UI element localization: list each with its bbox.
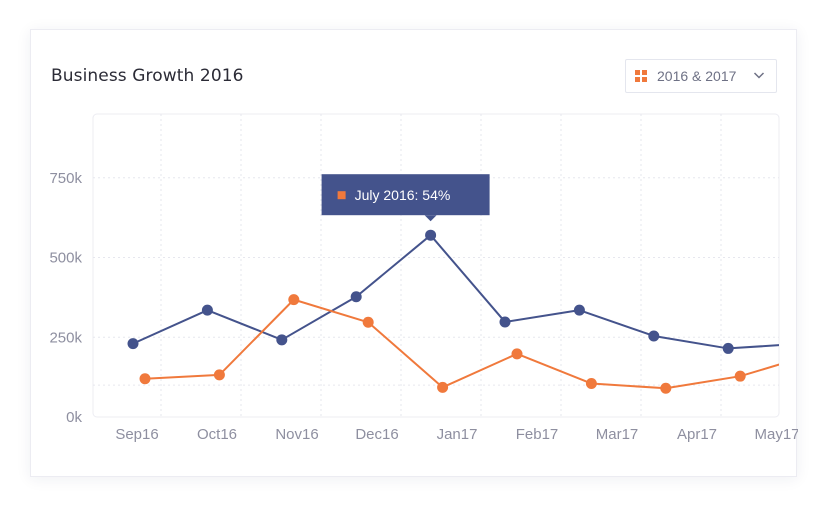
year-filter-label: 2016 & 2017 bbox=[657, 68, 737, 84]
data-point bbox=[350, 291, 362, 303]
tooltip-box bbox=[321, 174, 490, 216]
x-tick-label: May17 bbox=[754, 426, 798, 443]
data-point bbox=[437, 381, 449, 393]
y-tick-label: 250k bbox=[49, 329, 82, 346]
tooltip-arrow bbox=[424, 215, 437, 222]
y-tick-label: 0k bbox=[66, 409, 82, 426]
plot-frame bbox=[92, 113, 780, 418]
grid-icon bbox=[635, 70, 648, 83]
data-point bbox=[648, 330, 660, 342]
x-tick-label: Oct16 bbox=[197, 426, 237, 443]
data-point bbox=[722, 342, 734, 354]
x-tick-label: Jan17 bbox=[437, 426, 478, 443]
data-point bbox=[511, 348, 523, 360]
series-line-0 bbox=[132, 234, 779, 350]
data-point bbox=[213, 369, 225, 381]
data-point bbox=[139, 373, 151, 385]
x-tick-label: Nov16 bbox=[275, 426, 318, 443]
x-tick-label: Sep16 bbox=[115, 426, 158, 443]
tooltip-text: July 2016: 54% bbox=[355, 187, 451, 203]
data-point bbox=[127, 338, 139, 350]
x-tick-label: Feb17 bbox=[516, 426, 559, 443]
year-filter-dropdown[interactable]: 2016 & 2017 bbox=[625, 59, 777, 93]
x-tick-label: Apr17 bbox=[677, 426, 717, 443]
chart-card: Business Growth 2016 2016 & 2017 0k 250k 5… bbox=[30, 29, 798, 477]
data-point bbox=[734, 370, 746, 382]
data-point bbox=[660, 382, 672, 394]
x-tick-label: Dec16 bbox=[355, 426, 398, 443]
data-point bbox=[201, 304, 213, 316]
line-chart: 0k 250k 500k 750k Sep16 Oct16 Nov16 Dec16 Jan17 F… bbox=[49, 113, 798, 443]
y-tick-label: 750k bbox=[49, 170, 82, 187]
data-point bbox=[573, 304, 585, 316]
chart-title: Business Growth 2016 bbox=[51, 66, 244, 86]
data-point bbox=[362, 316, 374, 328]
series-group bbox=[127, 229, 798, 394]
series-line-1 bbox=[144, 298, 779, 390]
tooltip-marker bbox=[337, 191, 346, 200]
data-point bbox=[585, 378, 597, 390]
x-tick-label: Mar17 bbox=[596, 426, 639, 443]
data-point bbox=[499, 316, 511, 328]
data-point bbox=[276, 334, 288, 346]
data-point bbox=[797, 338, 798, 349]
data-point bbox=[425, 229, 437, 241]
tooltip: July 2016: 54% bbox=[321, 174, 490, 222]
data-point bbox=[288, 294, 300, 306]
chevron-down-icon bbox=[753, 72, 765, 79]
y-tick-label: 500k bbox=[49, 250, 82, 267]
